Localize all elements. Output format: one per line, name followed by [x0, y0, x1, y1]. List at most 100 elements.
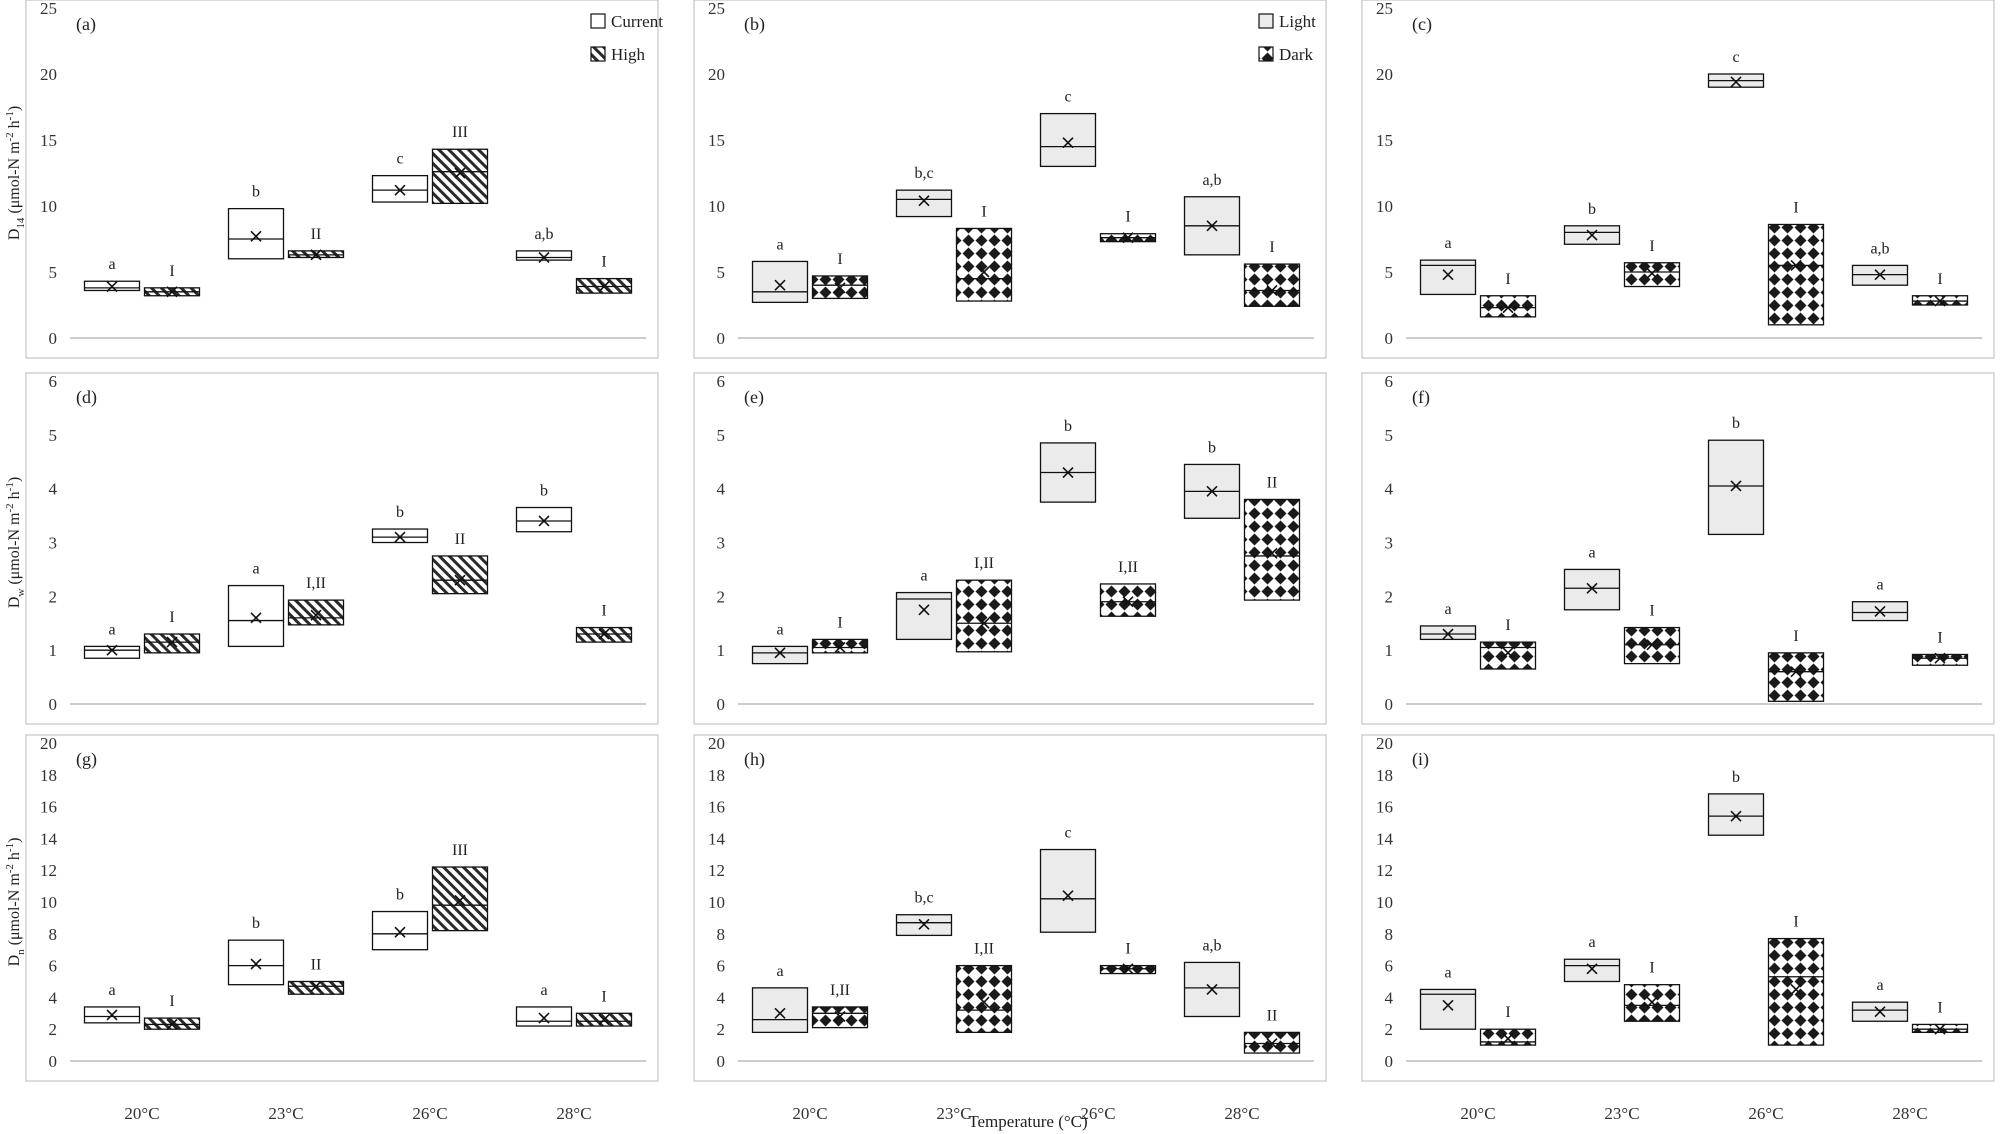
mean-marker	[1206, 983, 1218, 996]
box-dark	[1479, 641, 1537, 670]
significance-letter: c	[1064, 89, 1071, 106]
y-tick-label: 6	[717, 957, 726, 976]
significance-letter: b,c	[914, 890, 933, 907]
panel-frame	[1361, 372, 1995, 725]
y-tick-label: 14	[40, 829, 58, 848]
mean-marker	[1206, 485, 1218, 497]
significance-letter: I,II	[830, 982, 850, 999]
y-tick-label: 14	[1376, 829, 1394, 848]
significance-letter: I	[1937, 629, 1942, 646]
significance-letter: I,II	[1118, 559, 1138, 576]
mean-marker	[1502, 647, 1514, 659]
y-tick-label: 12	[40, 861, 57, 880]
box-dark	[1243, 498, 1301, 601]
mean-marker	[1934, 295, 1946, 307]
significance-letter: a	[108, 982, 115, 999]
significance-letter: II	[1267, 474, 1278, 491]
y-tick-label: 10	[1376, 893, 1393, 912]
significance-letter: b	[540, 483, 548, 500]
y-tick-label: 1	[49, 641, 58, 660]
panel-e: 0 1 2 3 4 5 6 (e) a a b b I I,II I,II II	[693, 372, 1327, 725]
box-plain	[371, 910, 429, 951]
mean-marker	[394, 184, 406, 196]
significance-letter: a	[252, 561, 259, 578]
y-tick-label: 20	[708, 65, 725, 84]
y-tick-label: 18	[40, 766, 57, 785]
significance-letter: I	[1937, 999, 1942, 1016]
y-tick-label: 25	[40, 0, 57, 18]
panel-frame	[25, 372, 659, 725]
significance-letter: a	[1444, 601, 1451, 618]
y-tick-label: 3	[717, 534, 726, 553]
y-tick-label: 6	[1385, 957, 1394, 976]
mean-marker	[834, 641, 846, 654]
y-tick-label: 2	[717, 1020, 726, 1039]
mean-marker	[250, 612, 262, 624]
significance-letter: a,b	[534, 226, 553, 243]
significance-letter: I	[837, 614, 842, 631]
panel-letter: (h)	[744, 749, 765, 770]
legend-label: High	[611, 45, 646, 64]
x-tick-label: 23°C	[936, 1104, 971, 1123]
y-tick-label: 16	[40, 798, 57, 817]
panel-frame	[693, 734, 1327, 1082]
significance-letter: I	[1793, 199, 1798, 216]
significance-letter: a	[1588, 934, 1595, 951]
y-tick-label: 6	[49, 372, 58, 391]
significance-letter: I	[601, 254, 606, 271]
y-tick-label: 2	[1385, 587, 1394, 606]
significance-letter: I	[1649, 603, 1654, 620]
significance-letter: b	[396, 887, 404, 904]
y-tick-label: 5	[49, 263, 58, 282]
y-tick-label: 18	[708, 766, 725, 785]
significance-letter: I	[1505, 271, 1510, 288]
y-tick-label: 5	[1385, 263, 1394, 282]
y-tick-label: 14	[708, 829, 726, 848]
panel-letter: (g)	[76, 749, 97, 770]
mean-marker	[1874, 605, 1886, 617]
box-hatch	[287, 980, 345, 995]
mean-marker	[1730, 810, 1742, 822]
mean-marker	[1062, 890, 1074, 902]
mean-marker	[1442, 999, 1454, 1011]
mean-marker	[978, 617, 990, 629]
panels-layer: 0510152025(a)abca,bIIIIIII0510152025(b)a…	[25, 0, 1995, 1123]
x-tick-label: 23°C	[1604, 1104, 1639, 1123]
box-dark	[1099, 583, 1157, 617]
significance-letter: I	[1937, 271, 1942, 288]
y-tick-label: 12	[1376, 861, 1393, 880]
significance-letter: a,b	[1202, 172, 1221, 189]
significance-letter: I	[169, 993, 174, 1010]
mean-marker	[1730, 480, 1742, 492]
significance-letter: b	[396, 504, 404, 521]
mean-marker	[978, 266, 990, 278]
significance-letter: a	[920, 568, 927, 585]
mean-marker	[1874, 269, 1886, 281]
mean-marker	[1122, 232, 1134, 244]
y-axis-label: Dw (μmol-N m-2 h-1)	[4, 477, 27, 608]
significance-letter: a,b	[1870, 240, 1889, 257]
significance-letter: I	[837, 251, 842, 268]
box-dark	[1767, 937, 1825, 1046]
significance-letter: b	[1732, 415, 1740, 432]
box-light	[1563, 958, 1621, 983]
mean-marker	[918, 918, 930, 930]
legend-label: Light	[1279, 12, 1316, 31]
mean-marker	[1122, 596, 1134, 608]
box-plain	[227, 207, 285, 260]
mean-marker	[598, 628, 610, 640]
x-tick-label: 28°C	[556, 1104, 591, 1123]
significance-letter: III	[452, 124, 468, 141]
mean-marker	[250, 230, 262, 242]
x-tick-label: 20°C	[1460, 1104, 1495, 1123]
significance-letter: c	[1064, 825, 1071, 842]
x-tick-label: 20°C	[124, 1104, 159, 1123]
mean-marker	[310, 980, 322, 992]
mean-marker	[1934, 1023, 1946, 1035]
mean-marker	[454, 167, 466, 179]
box-dark	[1767, 223, 1825, 326]
mean-marker	[598, 1014, 610, 1026]
y-tick-label: 10	[708, 893, 725, 912]
significance-letter: I,II	[974, 941, 994, 958]
y-tick-label: 20	[1376, 65, 1393, 84]
